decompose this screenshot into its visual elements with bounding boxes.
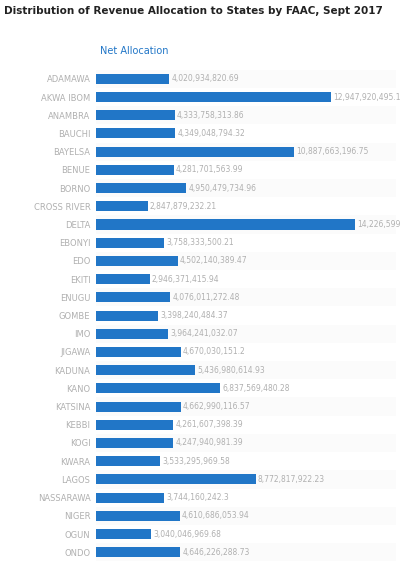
Text: 4,281,701,563.99: 4,281,701,563.99 [176, 165, 244, 174]
Text: 3,964,241,032.07: 3,964,241,032.07 [170, 329, 238, 338]
Text: 14,226,599,712.95: 14,226,599,712.95 [357, 220, 400, 229]
Bar [96, 220, 355, 230]
Text: 12,947,920,495.19: 12,947,920,495.19 [334, 93, 400, 101]
Text: 3,533,295,969.58: 3,533,295,969.58 [162, 457, 230, 466]
Text: 4,333,758,313.86: 4,333,758,313.86 [177, 111, 245, 120]
Bar [96, 507, 396, 525]
Bar [96, 365, 195, 375]
Text: 10,887,663,196.75: 10,887,663,196.75 [296, 147, 368, 156]
Bar [96, 547, 180, 558]
Bar [96, 474, 256, 484]
Bar [96, 238, 164, 248]
Bar [96, 529, 151, 539]
Text: 4,076,011,272.48: 4,076,011,272.48 [172, 293, 240, 302]
Bar [96, 143, 396, 161]
Bar [96, 311, 158, 320]
Bar [96, 325, 396, 343]
Bar [96, 383, 220, 393]
Bar [96, 165, 174, 175]
Bar [96, 434, 396, 452]
Bar [96, 543, 396, 561]
Bar [96, 106, 396, 125]
Bar [96, 347, 181, 357]
Bar [96, 147, 294, 157]
Bar [96, 216, 396, 234]
Bar [96, 401, 181, 411]
Bar [96, 183, 186, 193]
Text: 3,744,160,242.3: 3,744,160,242.3 [166, 493, 229, 502]
Text: 6,837,569,480.28: 6,837,569,480.28 [222, 384, 290, 393]
Bar [96, 397, 396, 415]
Text: 8,772,817,922.23: 8,772,817,922.23 [258, 475, 325, 484]
Bar [96, 456, 160, 466]
Bar [96, 128, 175, 139]
Text: 4,020,934,820.69: 4,020,934,820.69 [171, 74, 239, 83]
Text: 4,950,479,734.96: 4,950,479,734.96 [188, 183, 256, 192]
Bar [96, 110, 175, 120]
Text: 3,758,333,500.21: 3,758,333,500.21 [166, 238, 234, 247]
Bar [96, 292, 170, 302]
Text: 4,261,607,398.39: 4,261,607,398.39 [176, 421, 243, 429]
Bar [96, 70, 396, 88]
Text: 4,646,226,288.73: 4,646,226,288.73 [183, 548, 250, 557]
Text: 4,247,940,981.39: 4,247,940,981.39 [176, 439, 243, 448]
Text: 4,662,990,116.57: 4,662,990,116.57 [183, 402, 250, 411]
Text: 4,502,140,389.47: 4,502,140,389.47 [180, 256, 248, 265]
Bar [96, 92, 332, 102]
Text: 4,670,030,151.2: 4,670,030,151.2 [183, 348, 246, 357]
Text: 4,610,686,053.94: 4,610,686,053.94 [182, 511, 250, 520]
Bar [96, 420, 174, 430]
Bar [96, 361, 396, 379]
Bar [96, 274, 150, 284]
Bar [96, 74, 169, 84]
Bar [96, 511, 180, 521]
Bar [96, 256, 178, 266]
Bar [96, 329, 168, 339]
Bar [96, 288, 396, 306]
Text: 2,847,879,232.21: 2,847,879,232.21 [150, 202, 217, 211]
Bar [96, 470, 396, 488]
Text: Net Allocation: Net Allocation [100, 46, 168, 57]
Bar [96, 252, 396, 270]
Text: 3,398,240,484.37: 3,398,240,484.37 [160, 311, 228, 320]
Text: 4,349,048,794.32: 4,349,048,794.32 [177, 129, 245, 138]
Bar [96, 179, 396, 197]
Bar [96, 438, 173, 448]
Text: 2,946,371,415.94: 2,946,371,415.94 [152, 275, 219, 284]
Bar [96, 492, 164, 503]
Text: 5,436,980,614.93: 5,436,980,614.93 [197, 366, 265, 375]
Bar [96, 201, 148, 211]
Text: 3,040,046,969.68: 3,040,046,969.68 [154, 530, 221, 538]
Text: Distribution of Revenue Allocation to States by FAAC, Sept 2017: Distribution of Revenue Allocation to St… [4, 6, 383, 16]
